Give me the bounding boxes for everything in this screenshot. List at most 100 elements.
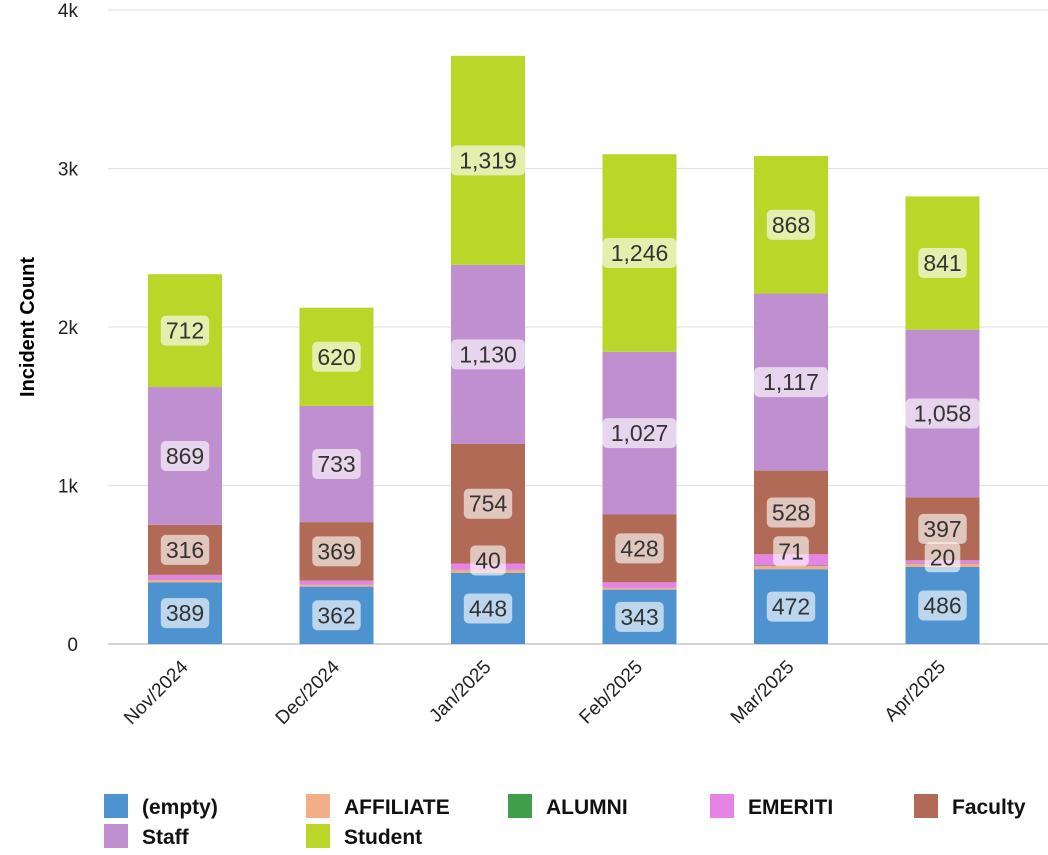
data-label-bg	[312, 600, 361, 631]
legend: (empty) AFFILIATE ALUMNI EMERITI Faculty Staf…	[104, 794, 1026, 849]
data-label-bg	[602, 237, 677, 268]
data-label-text: 1,117	[763, 369, 819, 395]
data-label-bg	[905, 398, 980, 429]
data-label-text: 369	[317, 538, 355, 564]
legend-item[interactable]: AFFILIATE	[306, 794, 450, 819]
data-label-bg	[160, 534, 210, 565]
legend-label: Staff	[142, 826, 190, 849]
x-tick-label: Mar/2025	[727, 657, 799, 729]
data-label-text: 841	[923, 250, 961, 276]
data-label-bg	[918, 590, 967, 621]
legend-swatch	[710, 794, 734, 818]
data-label-text: 316	[166, 537, 204, 563]
bar-segment[interactable]	[602, 582, 677, 588]
data-label: 428	[615, 533, 664, 564]
legend-label: AFFILIATE	[344, 796, 450, 819]
legend-label: ALUMNI	[546, 796, 628, 819]
data-label: 1,130	[451, 339, 525, 370]
legend-swatch	[104, 824, 128, 848]
bars	[148, 55, 980, 644]
data-label: 40	[470, 545, 506, 576]
y-tick-label: 0	[67, 635, 78, 656]
data-label-text: 733	[317, 451, 355, 477]
data-label-bg	[312, 449, 361, 480]
data-label-text: 389	[166, 600, 204, 626]
x-tick-label: Jan/2025	[425, 657, 495, 727]
data-label-text: 1,058	[914, 401, 972, 427]
data-label: 733	[312, 449, 361, 480]
data-label: 712	[160, 315, 210, 346]
legend-swatch	[306, 794, 330, 818]
data-label-bg	[615, 601, 664, 632]
bar-segment[interactable]	[148, 574, 222, 580]
bar-segment[interactable]	[299, 584, 374, 587]
data-label: 362	[312, 600, 361, 631]
data-label-bg	[451, 145, 525, 176]
legend-label: Student	[344, 826, 422, 849]
data-label: 528	[766, 497, 816, 528]
data-label: 1,319	[451, 145, 525, 176]
data-label-text: 1,130	[459, 341, 517, 367]
data-label: 1,117	[754, 367, 828, 398]
data-label: 1,027	[602, 418, 677, 449]
legend-item[interactable]: Staff	[104, 824, 190, 849]
x-axis-ticks: Nov/2024 Dec/2024 Jan/2025 Feb/2025 Mar/2025…	[120, 656, 950, 729]
legend-item[interactable]: EMERITI	[710, 794, 833, 819]
data-label-bg	[160, 315, 210, 346]
data-label-bg	[312, 536, 361, 567]
x-tick-label: Feb/2025	[575, 657, 647, 729]
data-label: 397	[918, 513, 967, 544]
data-label-text: 343	[620, 604, 658, 630]
data-label-bg	[160, 440, 210, 471]
legend-label: Faculty	[952, 796, 1026, 819]
data-label-bg	[766, 497, 816, 528]
legend-swatch	[508, 794, 532, 818]
data-label-text: 869	[166, 443, 204, 469]
data-label: 343	[615, 601, 664, 632]
legend-item[interactable]: Student	[306, 824, 422, 849]
data-label-text: 448	[469, 595, 507, 621]
data-label-text: 1,319	[459, 147, 517, 173]
data-label-bg	[312, 341, 361, 372]
data-label-bg	[918, 248, 967, 279]
data-label-bg	[615, 533, 664, 564]
bar-segment[interactable]	[602, 588, 677, 590]
data-label-text: 428	[620, 535, 658, 561]
data-label-bg	[160, 598, 210, 629]
data-label-text: 20	[930, 544, 956, 570]
data-label: 868	[766, 209, 816, 240]
data-label: 1,246	[602, 237, 677, 268]
y-tick-label: 2k	[58, 318, 79, 339]
y-tick-label: 4k	[58, 1, 79, 22]
data-label: 1,058	[905, 398, 980, 429]
data-label-text: 486	[923, 592, 961, 618]
x-tick-label: Apr/2025	[881, 657, 950, 726]
bar-segment[interactable]	[754, 566, 828, 570]
data-label: 20	[924, 542, 961, 573]
data-label-text: 472	[772, 594, 810, 620]
legend-item[interactable]: (empty)	[104, 794, 218, 819]
legend-swatch	[306, 824, 330, 848]
data-label: 71	[773, 536, 809, 567]
data-label-bg	[766, 209, 816, 240]
data-label-text: 397	[923, 516, 961, 542]
bar-segment[interactable]	[148, 579, 222, 583]
data-label-text: 528	[772, 499, 810, 525]
data-label-text: 362	[317, 602, 355, 628]
bar-segment[interactable]	[299, 580, 374, 585]
legend-swatch	[914, 794, 938, 818]
data-label-text: 40	[475, 547, 501, 573]
data-label-text: 868	[772, 212, 810, 238]
legend-item[interactable]: ALUMNI	[508, 794, 628, 819]
data-label-text: 754	[469, 491, 508, 517]
data-label: 389	[160, 598, 210, 629]
data-label-bg	[924, 542, 961, 573]
data-label: 754	[463, 488, 513, 519]
legend-item[interactable]: Faculty	[914, 794, 1026, 819]
data-label: 316	[160, 534, 210, 565]
data-label-bg	[773, 536, 809, 567]
data-label-bg	[754, 367, 828, 398]
y-axis-ticks: 0 1k 2k 3k 4k	[58, 1, 79, 656]
data-label: 486	[918, 590, 967, 621]
